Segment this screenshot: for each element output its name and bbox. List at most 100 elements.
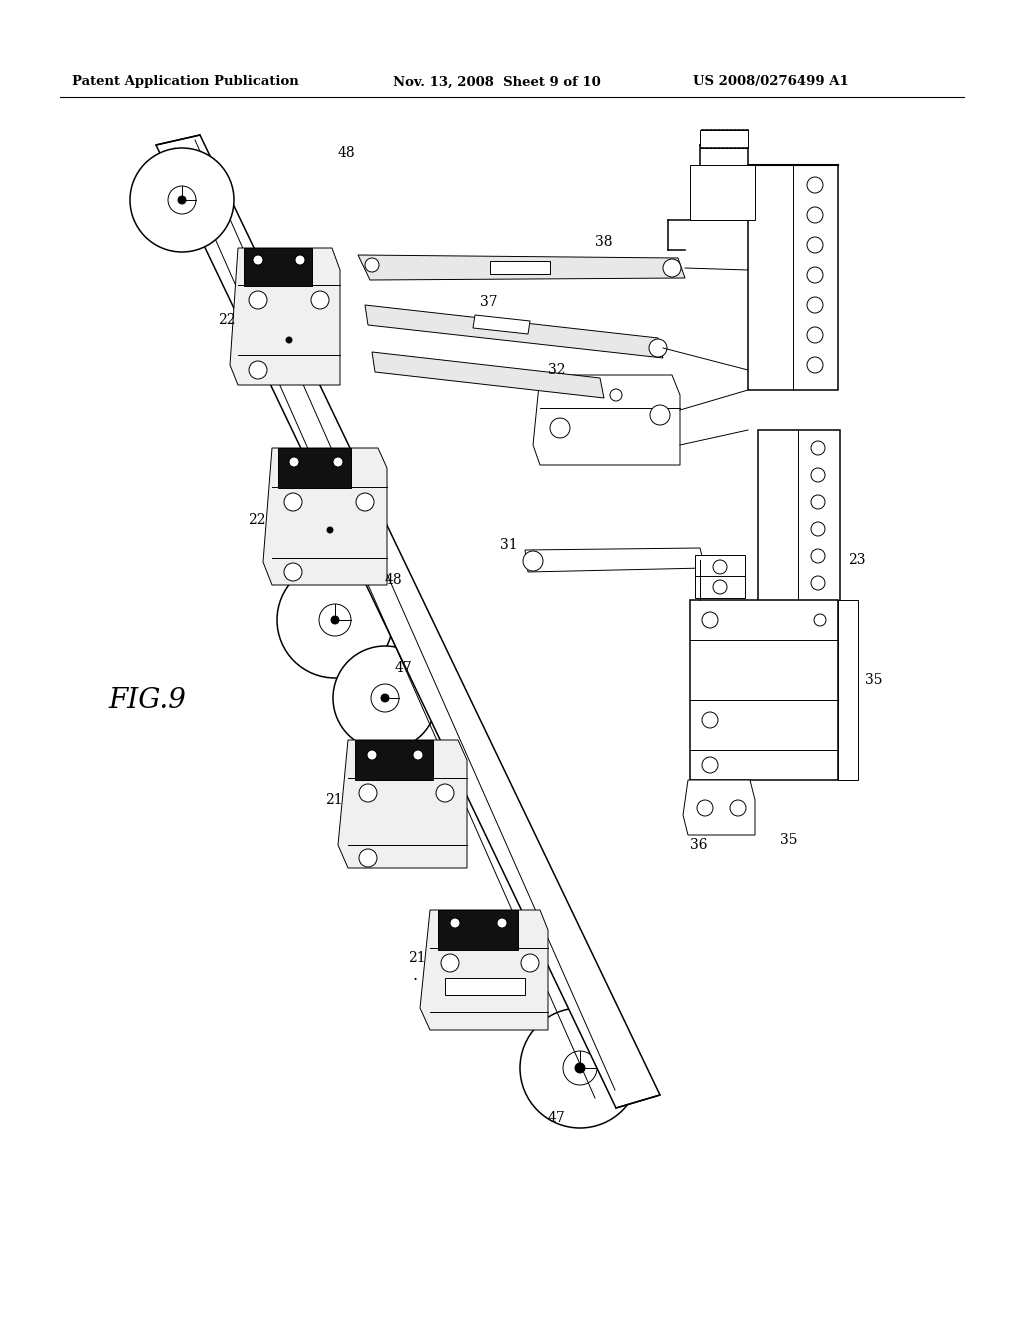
Circle shape bbox=[356, 492, 374, 511]
Circle shape bbox=[333, 457, 343, 467]
Circle shape bbox=[289, 457, 299, 467]
Circle shape bbox=[450, 917, 460, 928]
Bar bbox=[244, 248, 312, 286]
Circle shape bbox=[702, 612, 718, 628]
Circle shape bbox=[319, 605, 351, 636]
Text: 47: 47 bbox=[395, 661, 413, 675]
Text: 35: 35 bbox=[865, 673, 883, 686]
Text: 36: 36 bbox=[690, 838, 708, 851]
Circle shape bbox=[497, 917, 507, 928]
Text: 38: 38 bbox=[595, 235, 612, 249]
Text: US 2008/0276499 A1: US 2008/0276499 A1 bbox=[693, 75, 849, 88]
Polygon shape bbox=[490, 261, 550, 275]
Circle shape bbox=[413, 750, 423, 760]
Polygon shape bbox=[838, 601, 858, 780]
Circle shape bbox=[311, 290, 329, 309]
Circle shape bbox=[278, 562, 393, 678]
Circle shape bbox=[811, 469, 825, 482]
Text: 35: 35 bbox=[780, 833, 798, 847]
Circle shape bbox=[359, 849, 377, 867]
Circle shape bbox=[563, 1051, 597, 1085]
Circle shape bbox=[697, 800, 713, 816]
Circle shape bbox=[811, 576, 825, 590]
Circle shape bbox=[284, 492, 302, 511]
Circle shape bbox=[807, 238, 823, 253]
Polygon shape bbox=[372, 352, 604, 399]
Polygon shape bbox=[690, 165, 755, 220]
Polygon shape bbox=[695, 554, 745, 598]
Polygon shape bbox=[358, 255, 685, 280]
Circle shape bbox=[807, 297, 823, 313]
Polygon shape bbox=[473, 315, 530, 334]
Text: Patent Application Publication: Patent Application Publication bbox=[72, 75, 299, 88]
Circle shape bbox=[381, 694, 389, 702]
Text: 22: 22 bbox=[248, 513, 265, 527]
Circle shape bbox=[702, 711, 718, 729]
Circle shape bbox=[807, 207, 823, 223]
Circle shape bbox=[249, 290, 267, 309]
Circle shape bbox=[441, 954, 459, 972]
Polygon shape bbox=[338, 741, 467, 869]
Polygon shape bbox=[230, 248, 340, 385]
Polygon shape bbox=[156, 135, 660, 1107]
Circle shape bbox=[610, 389, 622, 401]
Bar bbox=[355, 741, 433, 780]
Circle shape bbox=[811, 521, 825, 536]
Circle shape bbox=[702, 756, 718, 774]
Circle shape bbox=[730, 800, 746, 816]
Circle shape bbox=[811, 441, 825, 455]
Polygon shape bbox=[748, 165, 838, 389]
Circle shape bbox=[811, 630, 825, 644]
Circle shape bbox=[521, 954, 539, 972]
Circle shape bbox=[168, 186, 196, 214]
Circle shape bbox=[649, 339, 667, 356]
Circle shape bbox=[550, 418, 570, 438]
Circle shape bbox=[807, 356, 823, 374]
Circle shape bbox=[811, 657, 825, 671]
Circle shape bbox=[371, 684, 399, 711]
Circle shape bbox=[807, 267, 823, 282]
Text: 37: 37 bbox=[480, 294, 498, 309]
Circle shape bbox=[295, 255, 305, 265]
Polygon shape bbox=[420, 909, 548, 1030]
Polygon shape bbox=[534, 375, 680, 465]
Polygon shape bbox=[263, 447, 387, 585]
Polygon shape bbox=[365, 305, 663, 358]
Circle shape bbox=[814, 614, 826, 626]
Polygon shape bbox=[525, 548, 705, 572]
Circle shape bbox=[331, 616, 339, 624]
Circle shape bbox=[365, 257, 379, 272]
Text: 22: 22 bbox=[218, 313, 236, 327]
Circle shape bbox=[520, 1008, 640, 1129]
Circle shape bbox=[807, 327, 823, 343]
Circle shape bbox=[284, 564, 302, 581]
Circle shape bbox=[523, 550, 543, 572]
Circle shape bbox=[575, 1063, 585, 1073]
Circle shape bbox=[436, 784, 454, 803]
Bar bbox=[278, 447, 351, 488]
Text: 31: 31 bbox=[500, 539, 517, 552]
Circle shape bbox=[178, 195, 186, 205]
Circle shape bbox=[713, 579, 727, 594]
Circle shape bbox=[663, 259, 681, 277]
Text: 21: 21 bbox=[408, 950, 426, 965]
Text: ·: · bbox=[412, 972, 417, 989]
Circle shape bbox=[286, 337, 292, 343]
Circle shape bbox=[359, 784, 377, 803]
Bar bbox=[438, 909, 518, 950]
Circle shape bbox=[333, 645, 437, 750]
Polygon shape bbox=[445, 978, 525, 995]
Circle shape bbox=[367, 750, 377, 760]
Text: 21: 21 bbox=[325, 793, 343, 807]
Circle shape bbox=[253, 255, 263, 265]
Circle shape bbox=[327, 527, 333, 533]
Polygon shape bbox=[700, 129, 748, 148]
Text: 32: 32 bbox=[548, 363, 565, 378]
Text: 48: 48 bbox=[385, 573, 402, 587]
Circle shape bbox=[249, 360, 267, 379]
Text: 47: 47 bbox=[548, 1111, 565, 1125]
Polygon shape bbox=[690, 601, 838, 780]
Circle shape bbox=[650, 405, 670, 425]
Circle shape bbox=[811, 495, 825, 510]
Text: 48: 48 bbox=[338, 147, 355, 160]
